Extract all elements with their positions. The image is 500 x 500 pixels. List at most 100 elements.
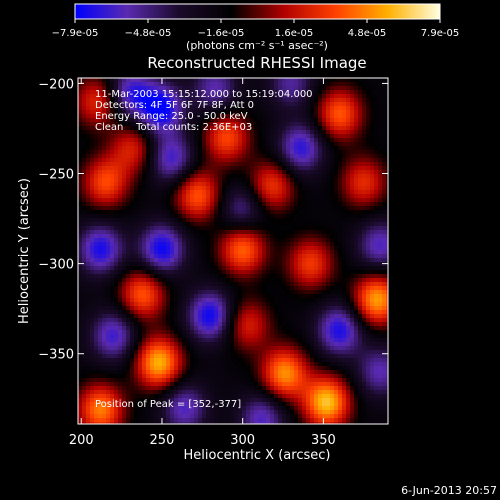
heatmap-cell <box>274 290 278 294</box>
heatmap-cell <box>342 238 346 242</box>
heatmap-cell <box>270 138 274 142</box>
heatmap-cell <box>194 154 198 158</box>
heatmap-cell <box>162 226 166 230</box>
heatmap-cell <box>262 210 266 214</box>
heatmap-cell <box>78 270 82 274</box>
heatmap-cell <box>322 306 326 310</box>
heatmap-cell <box>274 222 278 226</box>
heatmap-cell <box>374 322 378 326</box>
heatmap-cell <box>174 166 178 170</box>
heatmap-cell <box>302 262 306 266</box>
heatmap-cell <box>362 322 366 326</box>
heatmap-cell <box>338 78 342 82</box>
heatmap-cell <box>286 114 290 118</box>
heatmap-cell <box>142 126 146 130</box>
heatmap-cell <box>342 290 346 294</box>
heatmap-cell <box>94 246 98 250</box>
heatmap-cell <box>258 166 262 170</box>
heatmap-cell <box>354 166 358 170</box>
heatmap-cell <box>82 102 86 106</box>
heatmap-cell <box>290 146 294 150</box>
heatmap-cell <box>226 314 230 318</box>
heatmap-cell <box>98 102 102 106</box>
heatmap-cell <box>90 198 94 202</box>
heatmap-cell <box>270 326 274 330</box>
heatmap-cell <box>310 218 314 222</box>
heatmap-cell <box>298 162 302 166</box>
heatmap-cell <box>110 274 114 278</box>
heatmap-cell <box>186 118 190 122</box>
heatmap-cell <box>226 126 230 130</box>
heatmap-cell <box>110 230 114 234</box>
heatmap-cell <box>166 246 170 250</box>
heatmap-cell <box>154 122 158 126</box>
heatmap-cell <box>98 174 102 178</box>
heatmap-cell <box>290 290 294 294</box>
heatmap-cell <box>142 202 146 206</box>
heatmap-cell <box>350 242 354 246</box>
heatmap-cell <box>314 146 318 150</box>
heatmap-cell <box>254 186 258 190</box>
heatmap-cell <box>266 198 270 202</box>
heatmap-cell <box>326 218 330 222</box>
heatmap-cell <box>90 282 94 286</box>
heatmap-cell <box>354 190 358 194</box>
heatmap-cell <box>166 262 170 266</box>
heatmap-cell <box>110 222 114 226</box>
heatmap-cell <box>138 310 142 314</box>
heatmap-cell <box>170 302 174 306</box>
heatmap-cell <box>294 226 298 230</box>
heatmap-cell <box>162 98 166 102</box>
heatmap-cell <box>86 230 90 234</box>
heatmap-cell <box>250 318 254 322</box>
heatmap-cell <box>214 282 218 286</box>
heatmap-cell <box>222 274 226 278</box>
heatmap-cell <box>258 242 262 246</box>
heatmap-cell <box>218 278 222 282</box>
heatmap-cell <box>294 210 298 214</box>
heatmap-cell <box>362 262 366 266</box>
heatmap-cell <box>310 238 314 242</box>
heatmap-cell <box>146 242 150 246</box>
heatmap-cell <box>146 230 150 234</box>
heatmap-cell <box>178 314 182 318</box>
heatmap-cell <box>154 118 158 122</box>
heatmap-cell <box>118 190 122 194</box>
heatmap-cell <box>166 222 170 226</box>
heatmap-cell <box>182 142 186 146</box>
heatmap-cell <box>370 218 374 222</box>
heatmap-cell <box>294 306 298 310</box>
heatmap-cell <box>282 110 286 114</box>
heatmap-cell <box>114 78 118 82</box>
heatmap-cell <box>186 290 190 294</box>
heatmap-cell <box>210 234 214 238</box>
heatmap-cell <box>126 210 130 214</box>
heatmap-cell <box>182 294 186 298</box>
heatmap-cell <box>78 166 82 170</box>
heatmap-cell <box>218 82 222 86</box>
heatmap-cell <box>334 154 338 158</box>
heatmap-cell <box>114 190 118 194</box>
heatmap-cell <box>218 206 222 210</box>
heatmap-cell <box>278 198 282 202</box>
heatmap-cell <box>262 318 266 322</box>
heatmap-cell <box>294 150 298 154</box>
heatmap-cell <box>318 206 322 210</box>
heatmap-cell <box>354 242 358 246</box>
heatmap-cell <box>262 106 266 110</box>
heatmap-cell <box>362 202 366 206</box>
heatmap-cell <box>86 122 90 126</box>
heatmap-cell <box>270 274 274 278</box>
heatmap-cell <box>382 214 386 218</box>
heatmap-cell <box>158 110 162 114</box>
heatmap-cell <box>314 102 318 106</box>
heatmap-cell <box>294 254 298 258</box>
heatmap-cell <box>78 194 82 198</box>
heatmap-cell <box>122 298 126 302</box>
heatmap-cell <box>162 326 166 330</box>
heatmap-cell <box>370 114 374 118</box>
heatmap-cell <box>294 170 298 174</box>
heatmap-cell <box>282 86 286 90</box>
heatmap-cell <box>262 314 266 318</box>
heatmap-cell <box>342 134 346 138</box>
